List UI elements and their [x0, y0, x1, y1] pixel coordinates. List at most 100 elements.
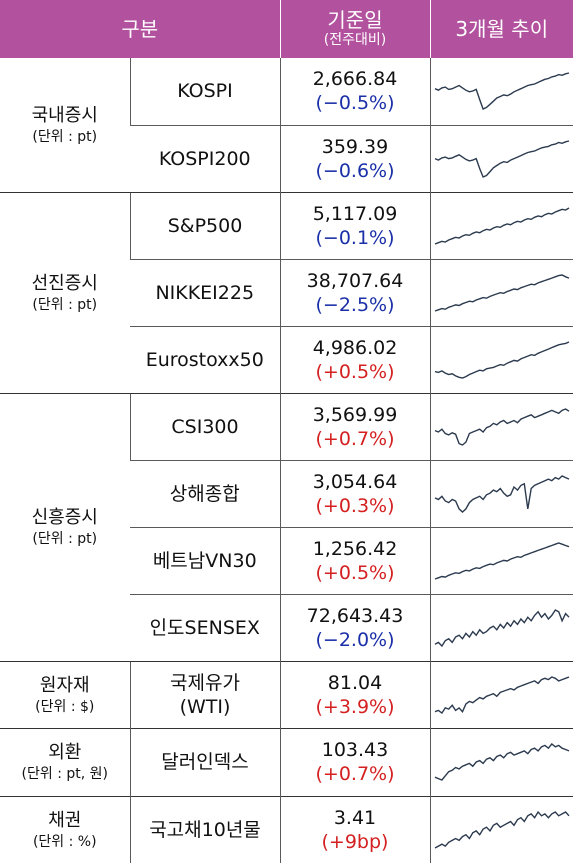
- group-unit: (단위 : $): [35, 698, 95, 715]
- index-name-cell: 국고채10년물: [129, 795, 280, 863]
- table-row: 인도SENSEX 72,643.43 (−2.0%): [0, 593, 573, 661]
- weekly-change: (−0.1%): [315, 226, 395, 249]
- table-row: NIKKEI225 38,707.64 (−2.5%): [0, 258, 573, 326]
- value-cell: 5,117.09 (−0.1%): [279, 191, 430, 259]
- trend-line: [434, 474, 569, 513]
- trend-cell: [429, 660, 573, 728]
- trend-sparkline: [434, 743, 569, 781]
- value-cell: 1,256.42 (+0.5%): [279, 526, 430, 594]
- trend-sparkline: [434, 541, 569, 580]
- trend-line: [434, 273, 569, 312]
- trend-sparkline: [434, 608, 570, 647]
- index-name-sub: (WTI): [179, 695, 231, 718]
- index-name: 상해종합: [169, 482, 240, 505]
- value-cell: 3.41 (+9bp): [279, 795, 430, 863]
- index-name-cell: KOSPI: [129, 58, 280, 125]
- value-cell: 3,569.99 (+0.7%): [279, 392, 430, 460]
- header-category: 구분: [0, 0, 280, 58]
- weekly-change: (−0.6%): [315, 159, 395, 182]
- index-value: 3,569.99: [312, 403, 398, 426]
- group-name: 국내증시: [31, 104, 98, 126]
- index-value: 3,054.64: [312, 470, 398, 493]
- group-cell: 선진증시 (단위 : pt): [0, 191, 130, 393]
- index-name-cell: KOSPI200: [130, 124, 280, 192]
- index-name: NIKKEI225: [155, 281, 255, 304]
- group-cell: 신흥증시 (단위 : pt): [0, 392, 130, 661]
- weekly-change: (−0.5%): [315, 92, 395, 115]
- trend-sparkline: [434, 139, 569, 178]
- table-row: 상해종합 3,054.64 (+0.3%): [0, 459, 573, 527]
- table-row: 원자재 (단위 : $) 국제유가 (WTI) 81.04 (+3.9%): [0, 660, 573, 728]
- header-base-date: 기준일 (전주대비): [279, 0, 430, 58]
- index-value: 3.41: [333, 806, 377, 829]
- index-name-cell: NIKKEI225: [130, 258, 280, 326]
- market-table-body: 국내증시 (단위 : pt) KOSPI 2,666.84 (−0.5%) KOSPI20…: [0, 58, 573, 863]
- group-unit: (단위 : pt): [32, 296, 98, 313]
- table-row: KOSPI200 359.39 (−0.6%): [0, 124, 573, 192]
- group-name: 외환: [48, 742, 82, 763]
- group-cell: 국내증시 (단위 : pt): [0, 58, 130, 192]
- trend-line: [434, 541, 569, 580]
- value-cell: 38,707.64 (−2.5%): [279, 258, 430, 326]
- trend-line: [434, 743, 569, 781]
- index-name: 달러인덱스: [161, 751, 249, 773]
- index-name: S&P500: [167, 214, 243, 237]
- table-row: 국내증시 (단위 : pt) KOSPI 2,666.84 (−0.5%): [0, 58, 573, 145]
- trend-cell: [429, 191, 573, 259]
- trend-sparkline: [434, 340, 569, 379]
- trend-line: [434, 206, 569, 245]
- index-name: Eurostoxx50: [145, 348, 264, 371]
- group-cell: 외환 (단위 : pt, 원): [0, 727, 130, 796]
- trend-cell: [429, 392, 573, 460]
- header-trend: 3개월 추이: [429, 0, 573, 58]
- trend-sparkline: [434, 72, 569, 111]
- index-name-cell: 상해종합: [130, 459, 280, 527]
- index-name: CSI300: [171, 415, 239, 438]
- index-value: 4,986.02: [312, 336, 398, 359]
- trend-cell: [429, 593, 573, 661]
- trend-sparkline: [434, 206, 569, 245]
- table-row: 외환 (단위 : pt, 원) 달러인덱스 103.43 (+0.7%): [0, 727, 573, 796]
- index-value: 1,256.42: [312, 537, 398, 560]
- table-row: 신흥증시 (단위 : pt) CSI300 3,569.99 (+0.7%): [0, 392, 573, 661]
- index-name-cell: Eurostoxx50: [130, 325, 280, 393]
- group-name: 원자재: [39, 674, 90, 696]
- weekly-change: (−2.0%): [315, 628, 395, 651]
- group-unit: (단위 : %): [32, 833, 97, 850]
- trend-sparkline: [434, 474, 569, 513]
- trend-cell: [429, 727, 573, 796]
- index-value: 2,666.84: [312, 68, 398, 91]
- value-cell: 2,666.84 (−0.5%): [279, 58, 430, 125]
- trend-cell: [429, 459, 573, 527]
- table-row: Eurostoxx50 4,986.02 (+0.5%): [0, 325, 573, 393]
- weekly-change: (+0.7%): [315, 427, 395, 450]
- trend-line: [434, 139, 569, 178]
- group-name: 선진증시: [31, 272, 98, 294]
- group-name: 신흥증시: [31, 507, 98, 528]
- trend-sparkline: [434, 407, 569, 446]
- index-name-cell: S&P500: [129, 191, 280, 259]
- weekly-change: (−2.5%): [315, 293, 395, 316]
- trend-cell: [429, 526, 573, 594]
- index-name: KOSPI200: [158, 147, 251, 170]
- value-cell: 103.43 (+0.7%): [279, 727, 430, 796]
- value-cell: 359.39 (−0.6%): [279, 124, 430, 192]
- group-unit: (단위 : pt): [32, 531, 98, 547]
- index-name: 국고채10년물: [149, 818, 261, 841]
- index-value: 81.04: [327, 671, 383, 694]
- weekly-change: (+0.7%): [315, 763, 395, 785]
- index-name-cell: 국제유가 (WTI): [129, 660, 280, 728]
- group-unit: (단위 : pt): [32, 128, 98, 145]
- weekly-change: (+9bp): [321, 830, 389, 853]
- value-cell: 4,986.02 (+0.5%): [279, 325, 430, 393]
- trend-line: [434, 608, 570, 647]
- index-name: 베트남VN30: [152, 549, 257, 572]
- index-name-cell: 달러인덱스: [129, 727, 280, 796]
- trend-cell: [429, 325, 573, 393]
- group-name: 채권: [48, 809, 82, 831]
- weekly-change: (+3.9%): [315, 695, 395, 718]
- trend-line: [434, 72, 569, 111]
- trend-line: [434, 407, 569, 446]
- index-value: 103.43: [321, 739, 389, 761]
